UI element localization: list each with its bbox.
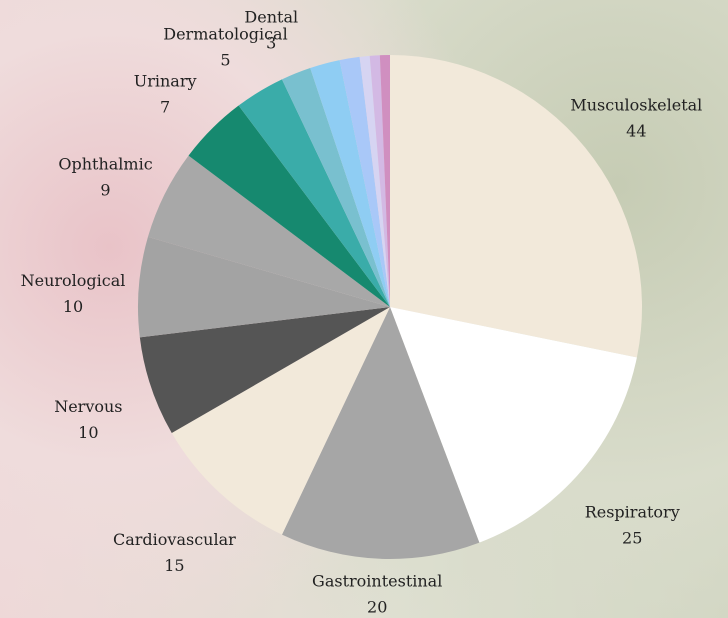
slice-label: Nervous	[54, 397, 122, 416]
slice-value: 9	[100, 180, 110, 199]
slice-label: Neurological	[21, 271, 126, 290]
page: Musculoskeletal 44 Respiratory 25 Gastrointe…	[0, 0, 728, 618]
slice-label: Respiratory	[585, 503, 680, 522]
slice-label: Gastrointestinal	[312, 572, 442, 591]
chart: Musculoskeletal 44 Respiratory 25 Gastrointe…	[0, 0, 728, 618]
slice-value: 10	[78, 423, 98, 442]
slice-label: Ophthalmic	[58, 154, 152, 173]
slice-value: 7	[160, 98, 170, 117]
slice-value: 20	[367, 598, 387, 617]
slice-value: 44	[626, 121, 646, 140]
slice-value: 25	[622, 529, 642, 548]
slice-label: Cardiovascular	[113, 530, 236, 549]
slice-value: 15	[164, 556, 184, 575]
slice-value: 10	[63, 297, 83, 316]
slice-label: Urinary	[134, 72, 197, 91]
slice-label: Musculoskeletal	[570, 95, 702, 114]
slice-value: 3	[266, 34, 276, 53]
slice-label: Dental	[244, 8, 298, 27]
slice-value: 5	[220, 50, 230, 69]
